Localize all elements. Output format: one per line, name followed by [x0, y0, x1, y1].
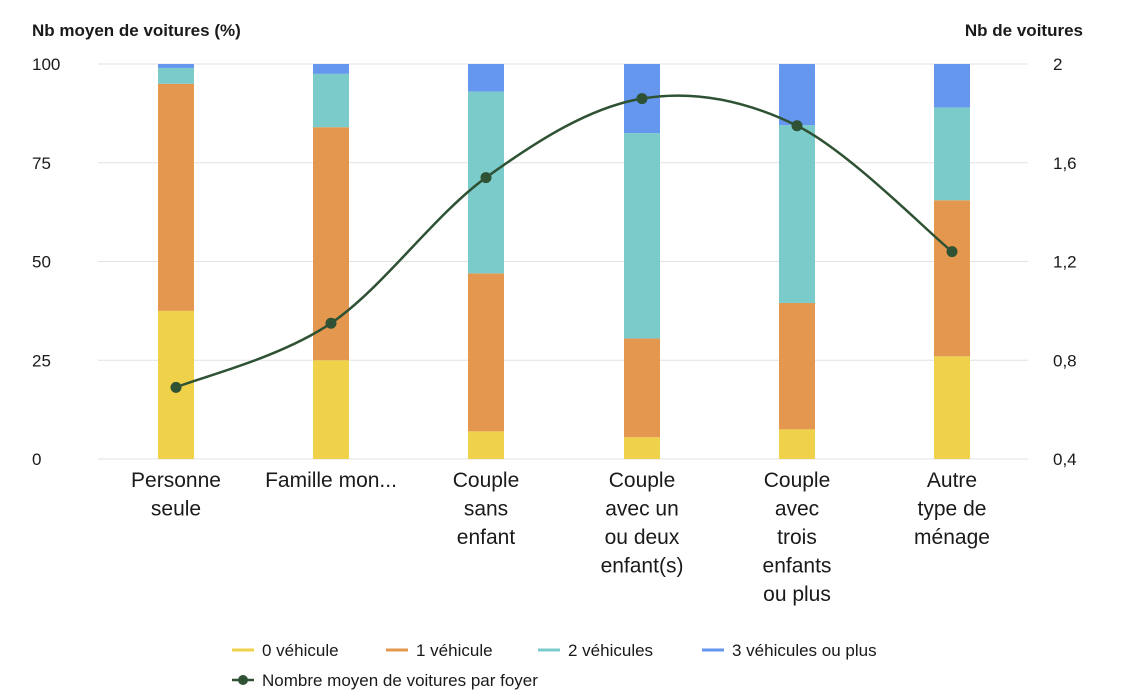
left-axis-title: Nb moyen de voitures (%)	[32, 21, 241, 40]
right-tick-label: 2	[1053, 55, 1062, 74]
bar-segment	[934, 64, 970, 108]
line-point	[636, 93, 648, 105]
category-labels: Personne seule Famille mon... Couple sans enf…	[131, 469, 990, 606]
bar-segment	[779, 64, 815, 126]
bar-segment	[313, 64, 349, 74]
bar-segment	[624, 133, 660, 339]
category-label: Couple avec trois enfants ou plus	[763, 469, 832, 606]
bar-segment	[313, 73, 349, 128]
category-label: Autre type de ménage	[914, 469, 990, 549]
left-tick-label: 25	[32, 351, 51, 370]
bar-segment	[934, 107, 970, 201]
category-label: Couple avec un ou deux enfant(s)	[601, 469, 684, 578]
left-tick-label: 75	[32, 154, 51, 173]
legend-label: 3 véhicules ou plus	[732, 641, 877, 660]
line-point	[946, 246, 958, 258]
bar-segment	[779, 302, 815, 430]
left-tick-label: 50	[32, 253, 51, 272]
legend-swatch-dot	[238, 675, 248, 685]
legend-label: 2 véhicules	[568, 641, 653, 660]
line-series-path	[175, 94, 953, 389]
category-label: Personne seule	[131, 469, 221, 521]
legend-label: 1 véhicule	[416, 641, 493, 660]
left-tick-label: 100	[32, 55, 60, 74]
bar-segment	[934, 200, 970, 357]
right-tick-label: 0,4	[1053, 450, 1077, 469]
bar-segment	[779, 429, 815, 459]
category-label: Famille mon...	[265, 469, 397, 492]
bar-segment	[779, 125, 815, 303]
legend: 0 véhicule 1 véhicule 2 véhicules 3 véhicul…	[232, 641, 877, 690]
bar-segment	[158, 83, 194, 311]
right-tick-label: 1,6	[1053, 154, 1077, 173]
left-axis-ticks: 100 75 50 25 0	[32, 55, 60, 469]
line-point	[480, 172, 492, 184]
bar-segment	[934, 356, 970, 459]
line-point	[325, 317, 337, 329]
line-point	[791, 120, 803, 132]
right-axis-title: Nb de voitures	[965, 21, 1083, 40]
right-axis-ticks: 2 1,6 1,2 0,8 0,4	[1053, 55, 1077, 469]
bar-segment	[624, 338, 660, 438]
legend-label: 0 véhicule	[262, 641, 339, 660]
left-tick-label: 0	[32, 450, 41, 469]
bar-segment	[313, 360, 349, 459]
legend-label: Nombre moyen de voitures par foyer	[262, 671, 538, 690]
bar-segment	[158, 64, 194, 68]
average-line	[170, 93, 958, 393]
right-tick-label: 0,8	[1053, 351, 1077, 370]
right-tick-label: 1,2	[1053, 253, 1077, 272]
bar-segment	[624, 437, 660, 459]
bar-segment	[468, 431, 504, 459]
gridlines	[98, 63, 1028, 460]
line-point	[170, 381, 182, 393]
bar-segment	[468, 64, 504, 92]
category-label: Couple sans enfant	[453, 469, 520, 549]
bars	[158, 64, 970, 459]
bar-segment	[158, 67, 194, 84]
bar-segment	[468, 273, 504, 432]
